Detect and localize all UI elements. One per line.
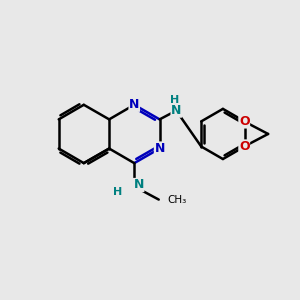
Text: H: H (170, 95, 179, 105)
Text: CH₃: CH₃ (167, 195, 187, 205)
Text: N: N (134, 178, 144, 191)
Text: O: O (239, 140, 250, 153)
Text: N: N (154, 142, 165, 155)
Text: H: H (113, 187, 122, 197)
Text: O: O (239, 115, 250, 128)
Text: N: N (129, 98, 140, 111)
Text: N: N (171, 104, 181, 117)
